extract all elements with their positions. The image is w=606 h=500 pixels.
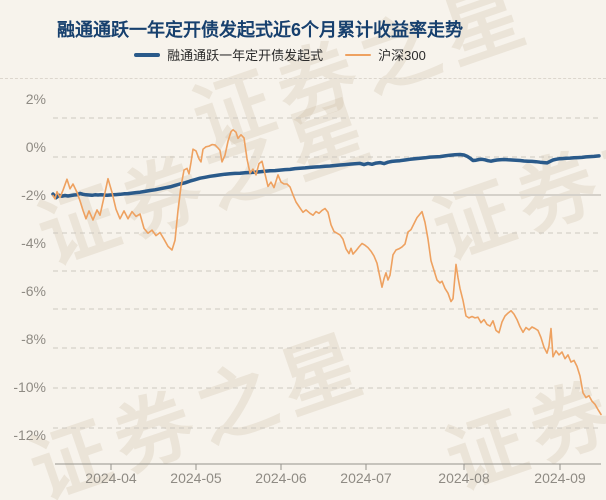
legend-item-fund[interactable]: 融通通跃一年定开债发起式 (134, 45, 323, 64)
y-axis-label: -8% (21, 331, 46, 347)
x-axis-label: 2024-08 (438, 470, 490, 486)
legend-label-fund: 融通通跃一年定开债发起式 (167, 48, 324, 63)
x-axis-label: 2024-05 (170, 470, 222, 486)
chart-legend: 融通通跃一年定开债发起式 沪深300 (0, 45, 560, 64)
y-axis-label: -4% (21, 235, 46, 251)
x-axis-label: 2024-09 (534, 470, 586, 486)
chart-title: 融通通跃一年定开债发起式近6个月累计收益率走势 (56, 20, 463, 40)
y-axis-label: -10% (13, 379, 46, 395)
fund-line (51, 152, 601, 200)
y-axis-label: 0% (25, 139, 46, 155)
x-axis-label: 2024-06 (255, 470, 307, 486)
y-axis-label: -12% (13, 427, 46, 443)
y-axis-label: -6% (21, 283, 46, 299)
legend-item-csi300[interactable]: 沪深300 (345, 45, 426, 64)
x-axis-label: 2024-04 (85, 470, 137, 486)
legend-label-csi300: 沪深300 (378, 48, 426, 63)
csi300-line (52, 129, 602, 416)
header-separator (0, 78, 606, 79)
fund-line-swatch-icon (134, 52, 161, 57)
y-axis-label: 2% (25, 91, 46, 107)
x-axis-label: 2024-07 (340, 470, 392, 486)
y-axis-label: -2% (21, 187, 46, 203)
csi300-line-swatch-icon (345, 53, 372, 56)
